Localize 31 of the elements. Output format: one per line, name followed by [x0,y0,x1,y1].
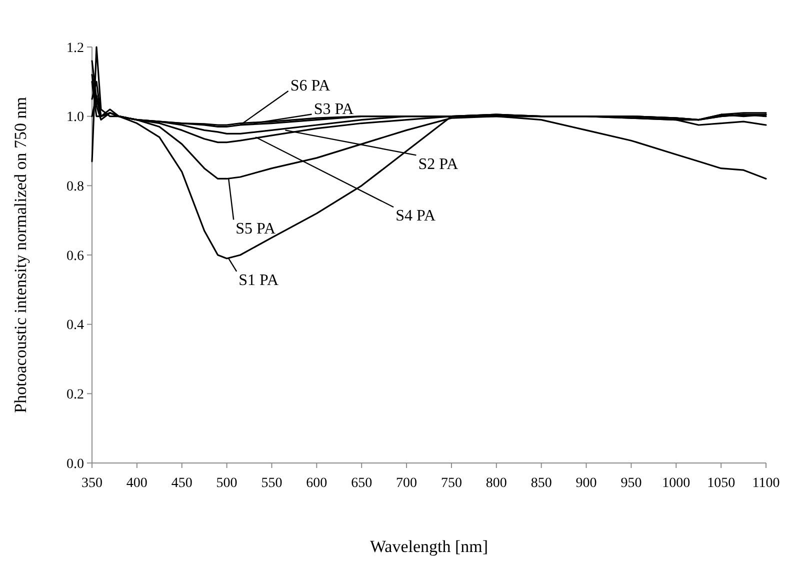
x-tick-label: 550 [261,476,282,491]
x-tick-label: 900 [576,476,597,491]
x-tick-label: 500 [216,476,238,491]
x-tick-label: 350 [82,476,102,491]
annotation: S2 PA [418,156,459,173]
x-axis-title: Wavelength [nm] [370,537,488,556]
x-tick-label: 750 [440,476,462,491]
annotation: S5 PA [236,220,276,238]
annotation: S4 PA [396,208,436,225]
x-tick-label: 400 [126,476,148,491]
x-tick-label: 800 [486,476,507,491]
annotation: S6 PA [290,78,331,95]
x-tick-label: 650 [351,476,372,491]
x-tick-label: 1000 [662,476,690,491]
y-tick-label: 0.8 [66,180,84,195]
annotation: S1 PA [238,272,279,290]
x-tick-label: 1100 [752,476,780,491]
annotation: S3 PA [314,100,354,118]
x-tick-label: 1050 [707,476,736,491]
y-tick-label: 0.4 [66,318,84,334]
x-tick-label: 600 [306,476,328,491]
y-axis-title: Photoacoustic intensity normalized on 750 nm [11,97,30,413]
y-tick-label: 0.0 [66,456,84,472]
x-tick-label: 450 [171,476,192,491]
x-tick-label: 950 [620,476,642,491]
y-tick-label: 1.0 [66,110,84,126]
x-tick-label: 700 [396,476,418,491]
y-tick-label: 0.2 [66,388,84,403]
x-tick-label: 850 [530,476,552,491]
y-tick-label: 0.6 [66,248,84,264]
y-tick-label: 1.2 [66,40,84,56]
